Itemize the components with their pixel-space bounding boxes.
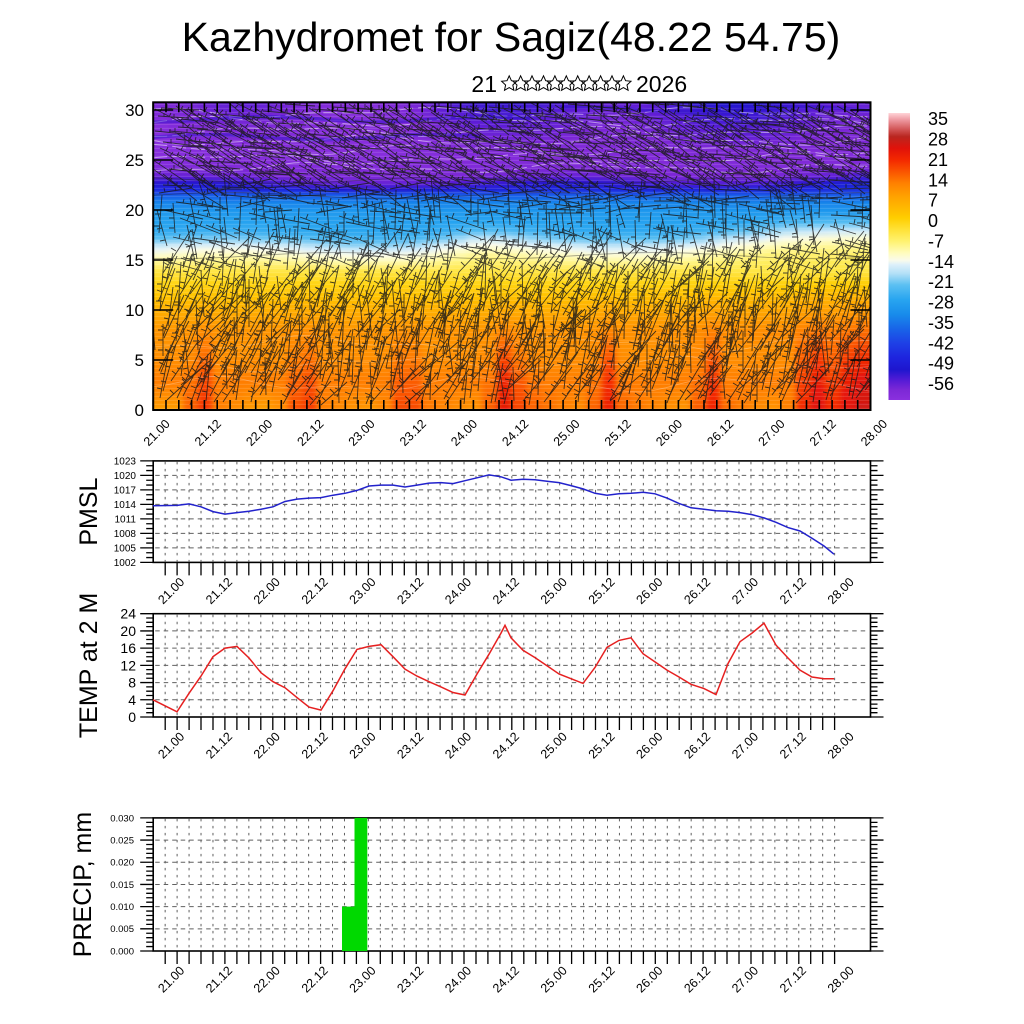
svg-text:25: 25 (125, 151, 144, 170)
svg-text:1008: 1008 (114, 529, 137, 540)
svg-text:0.010: 0.010 (110, 902, 134, 913)
svg-text:1005: 1005 (114, 544, 137, 555)
svg-text:Kazhydromet for Sagiz(48.22 54: Kazhydromet for Sagiz(48.22 54.75) (182, 14, 841, 60)
svg-text:-49: -49 (928, 354, 954, 374)
svg-text:-56: -56 (928, 374, 954, 394)
svg-text:7: 7 (928, 191, 938, 211)
svg-text:TEMP at 2 M: TEMP at 2 M (75, 593, 103, 738)
svg-text:0.020: 0.020 (110, 858, 134, 869)
svg-text:1011: 1011 (114, 515, 136, 526)
svg-text:0: 0 (128, 709, 136, 725)
svg-text:1014: 1014 (114, 500, 137, 511)
svg-text:1020: 1020 (114, 471, 137, 482)
svg-text:0: 0 (135, 401, 144, 420)
svg-text:0.015: 0.015 (110, 880, 134, 891)
svg-text:5: 5 (135, 351, 144, 370)
svg-text:1002: 1002 (114, 558, 137, 569)
svg-text:PRECIP, mm: PRECIP, mm (69, 812, 97, 957)
svg-text:2026: 2026 (636, 71, 687, 97)
svg-text:16: 16 (120, 640, 136, 656)
svg-text:PMSL: PMSL (75, 477, 103, 545)
svg-text:8: 8 (128, 675, 136, 691)
svg-text:1023: 1023 (114, 457, 137, 468)
svg-text:12: 12 (120, 657, 136, 673)
svg-text:28: 28 (928, 130, 948, 150)
svg-text:15: 15 (125, 251, 144, 270)
svg-text:0.000: 0.000 (110, 946, 134, 957)
svg-text:0.025: 0.025 (110, 836, 134, 847)
svg-text:0.005: 0.005 (110, 924, 134, 935)
svg-text:-21: -21 (928, 272, 954, 292)
svg-text:21: 21 (471, 71, 497, 97)
svg-text:0: 0 (928, 211, 938, 231)
svg-text:35: 35 (928, 109, 948, 129)
svg-text:24: 24 (120, 606, 136, 622)
svg-text:20: 20 (120, 623, 136, 639)
svg-text:-14: -14 (928, 252, 954, 272)
svg-text:10: 10 (125, 301, 144, 320)
svg-text:-35: -35 (928, 313, 954, 333)
svg-text:30: 30 (125, 101, 144, 120)
svg-text:1017: 1017 (114, 486, 137, 497)
svg-text:4: 4 (128, 692, 136, 708)
svg-text:14: 14 (928, 170, 948, 190)
svg-text:0.030: 0.030 (110, 813, 134, 824)
svg-text:21: 21 (928, 150, 948, 170)
svg-text:-42: -42 (928, 333, 954, 353)
svg-text:-7: -7 (928, 231, 944, 251)
svg-text:-28: -28 (928, 293, 954, 313)
svg-text:20: 20 (125, 201, 144, 220)
